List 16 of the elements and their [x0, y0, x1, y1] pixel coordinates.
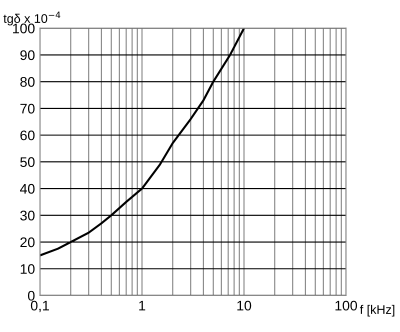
- y-tick-label: 50: [20, 157, 35, 168]
- y-tick-label: 40: [20, 184, 35, 194]
- y-tick-label: 70: [20, 104, 35, 114]
- y-tick-label: 20: [20, 237, 35, 248]
- x-axis-title: f [kHz]: [360, 304, 394, 316]
- x-tick-label: 10: [237, 300, 252, 311]
- y-tick-label: 10: [20, 264, 35, 274]
- y-tick-label: 30: [20, 210, 35, 220]
- y-tick-label: 100: [13, 24, 35, 34]
- y-tick-label: 80: [20, 77, 35, 87]
- x-tick-label: 1: [139, 300, 146, 310]
- y-tick-label: 0: [28, 290, 35, 301]
- y-tick-label: 90: [20, 50, 35, 60]
- y-tick-label: 60: [20, 130, 35, 140]
- x-tick-label: 0,1: [30, 300, 49, 312]
- x-tick-label: 100: [335, 300, 358, 311]
